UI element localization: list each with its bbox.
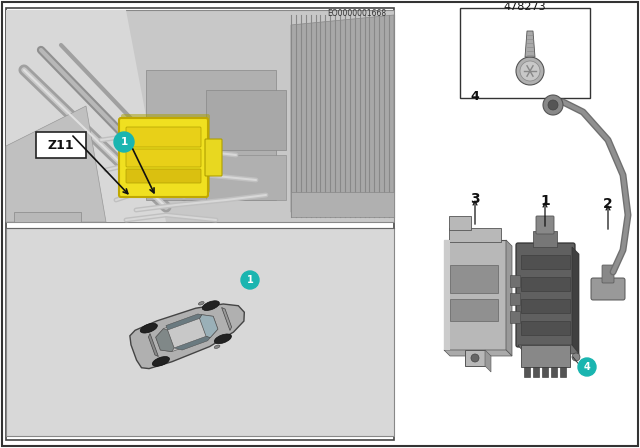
Polygon shape (156, 314, 218, 352)
Circle shape (114, 132, 134, 152)
Polygon shape (221, 307, 232, 331)
Bar (533, 367, 539, 377)
Bar (449, 228, 501, 242)
Bar (6, 10, 394, 222)
Text: 478273: 478273 (504, 2, 547, 12)
Ellipse shape (140, 323, 157, 333)
Circle shape (572, 353, 580, 361)
FancyBboxPatch shape (126, 149, 201, 167)
Bar (521, 277, 570, 291)
Bar (510, 293, 520, 305)
Polygon shape (444, 350, 512, 356)
Circle shape (543, 95, 563, 115)
FancyBboxPatch shape (516, 243, 575, 347)
Bar (291, 192, 394, 217)
Bar (460, 8, 590, 98)
Ellipse shape (152, 357, 170, 366)
Text: 1: 1 (120, 137, 127, 147)
Polygon shape (156, 329, 174, 352)
Bar (444, 240, 506, 350)
Text: 1: 1 (246, 275, 253, 285)
Bar (521, 321, 570, 335)
Circle shape (520, 61, 540, 81)
Circle shape (548, 100, 558, 110)
Bar (510, 275, 520, 287)
Polygon shape (148, 333, 159, 357)
Polygon shape (525, 31, 535, 57)
FancyBboxPatch shape (121, 114, 210, 193)
Text: 1: 1 (540, 194, 550, 208)
Bar (6, 228, 394, 436)
Polygon shape (200, 314, 218, 338)
FancyBboxPatch shape (119, 118, 208, 197)
Bar (6, 8, 394, 440)
Bar (450, 299, 498, 321)
FancyBboxPatch shape (205, 139, 222, 176)
Bar (206, 90, 286, 150)
Text: 3: 3 (470, 192, 480, 206)
Bar (551, 367, 557, 377)
Polygon shape (291, 15, 394, 217)
Bar (521, 255, 570, 269)
Polygon shape (6, 106, 106, 222)
FancyBboxPatch shape (126, 169, 201, 183)
Bar (36, 132, 86, 158)
Bar (449, 216, 471, 230)
Polygon shape (166, 314, 202, 330)
Bar (465, 350, 485, 366)
Bar (206, 155, 286, 200)
Bar (560, 367, 566, 377)
Polygon shape (572, 247, 579, 354)
Bar (524, 367, 530, 377)
Text: 4: 4 (470, 90, 479, 103)
Polygon shape (518, 345, 579, 354)
Bar (521, 345, 570, 367)
Bar (533, 231, 557, 247)
Bar (450, 265, 498, 293)
Polygon shape (506, 240, 512, 356)
Ellipse shape (198, 302, 204, 305)
FancyBboxPatch shape (536, 216, 554, 234)
Bar (521, 299, 570, 313)
Polygon shape (6, 10, 166, 222)
Polygon shape (485, 350, 491, 372)
Ellipse shape (214, 345, 220, 349)
Ellipse shape (214, 334, 232, 344)
Polygon shape (174, 336, 210, 350)
Bar (146, 70, 276, 200)
Ellipse shape (202, 301, 220, 310)
Circle shape (578, 358, 596, 376)
Text: Z11: Z11 (48, 138, 74, 151)
Text: 2: 2 (603, 197, 613, 211)
Text: EO0000001668: EO0000001668 (327, 9, 386, 18)
Circle shape (241, 271, 259, 289)
Circle shape (516, 57, 544, 85)
FancyBboxPatch shape (126, 127, 201, 147)
FancyBboxPatch shape (602, 265, 614, 283)
Bar (444, 240, 450, 350)
Text: 4: 4 (584, 362, 590, 372)
FancyBboxPatch shape (591, 278, 625, 300)
Bar (542, 367, 548, 377)
Polygon shape (130, 304, 244, 369)
Polygon shape (14, 212, 81, 222)
Bar (510, 311, 520, 323)
Circle shape (471, 354, 479, 362)
